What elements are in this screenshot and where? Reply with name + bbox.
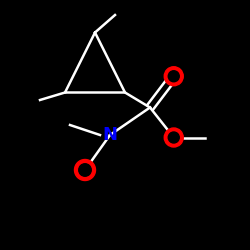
- Circle shape: [164, 67, 183, 86]
- Circle shape: [168, 71, 179, 82]
- Circle shape: [79, 164, 91, 176]
- Circle shape: [164, 128, 183, 147]
- Text: N: N: [102, 126, 118, 144]
- Circle shape: [168, 132, 179, 143]
- Circle shape: [74, 160, 96, 180]
